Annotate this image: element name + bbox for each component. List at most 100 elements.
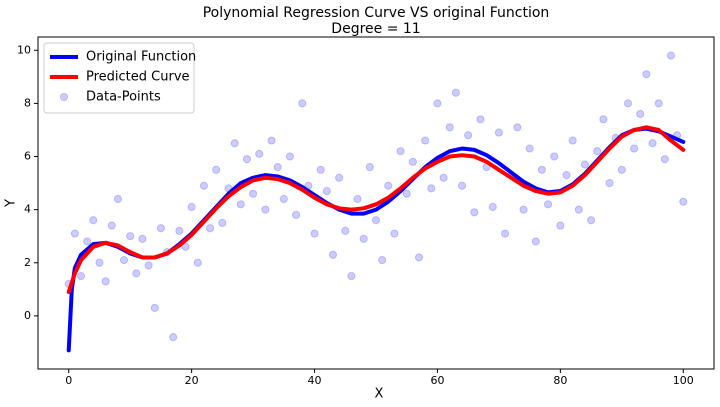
data-point	[488, 202, 497, 212]
data-point	[593, 147, 602, 156]
data-point	[513, 123, 522, 132]
data-point	[605, 178, 614, 188]
data-point	[205, 224, 215, 233]
data-point	[599, 115, 608, 124]
data-point	[648, 139, 657, 148]
data-point	[390, 229, 399, 238]
data-point	[384, 181, 393, 190]
data-point	[543, 200, 553, 209]
data-point	[76, 271, 86, 281]
data-point	[476, 115, 485, 124]
data-point	[347, 271, 356, 281]
y-tick-label: 0	[24, 309, 31, 322]
y-tick-label: 8	[24, 96, 31, 109]
data-point	[113, 194, 122, 204]
data-point	[494, 128, 504, 137]
data-point	[353, 194, 362, 204]
data-point	[642, 70, 651, 79]
data-point	[212, 165, 221, 174]
data-point	[150, 303, 159, 313]
data-point	[556, 221, 565, 230]
data-point	[568, 136, 577, 145]
data-point	[550, 152, 559, 161]
data-point	[451, 88, 460, 97]
data-point	[175, 226, 184, 235]
data-point	[181, 242, 190, 251]
legend-label: Original Function	[86, 50, 196, 65]
x-tick-label: 100	[673, 374, 694, 387]
data-point	[187, 202, 196, 212]
data-point	[89, 216, 98, 225]
data-point	[666, 51, 676, 60]
data-point	[169, 333, 178, 342]
data-point	[402, 189, 411, 198]
data-point	[531, 237, 540, 246]
data-point	[470, 208, 479, 217]
chart-title: Polynomial Regression Curve VS original …	[203, 5, 550, 21]
data-point	[537, 165, 547, 174]
data-point	[335, 173, 344, 182]
data-point	[439, 173, 448, 182]
data-point	[322, 186, 331, 196]
x-tick-label: 80	[553, 374, 567, 387]
data-point	[298, 99, 307, 108]
data-point	[95, 258, 104, 267]
data-point	[623, 99, 633, 108]
data-point	[359, 234, 368, 243]
data-point	[445, 123, 454, 132]
data-point	[218, 218, 227, 228]
x-tick-label: 60	[430, 374, 444, 387]
data-point	[636, 109, 645, 119]
data-point	[396, 147, 405, 156]
data-point	[285, 152, 295, 161]
x-tick-label: 20	[185, 374, 199, 387]
data-point	[230, 139, 239, 148]
plot-frame	[37, 36, 715, 370]
data-point	[365, 163, 374, 172]
y-tick-label: 10	[17, 43, 31, 56]
data-point	[138, 234, 147, 243]
data-point	[119, 256, 129, 265]
data-point	[279, 194, 288, 204]
data-point	[328, 250, 338, 259]
data-point	[107, 221, 116, 230]
legend-swatch	[59, 92, 69, 102]
data-point	[242, 155, 252, 164]
data-point	[654, 99, 663, 108]
legend-box	[43, 42, 195, 114]
data-point	[83, 237, 92, 246]
x-axis-label: X	[375, 387, 384, 402]
data-point	[261, 205, 270, 214]
data-point	[378, 256, 387, 265]
data-point	[660, 155, 669, 164]
data-point	[562, 171, 571, 180]
data-point	[126, 232, 135, 241]
data-point	[457, 181, 467, 190]
data-point	[267, 136, 276, 145]
data-point	[630, 144, 639, 153]
x-tick-label: 40	[308, 374, 322, 387]
data-point	[292, 210, 301, 220]
data-point	[341, 226, 350, 235]
data-point	[316, 165, 325, 174]
data-point	[427, 184, 436, 193]
data-point	[310, 229, 319, 238]
curve	[66, 125, 686, 294]
x-tick-label: 0	[65, 374, 72, 387]
data-point	[580, 160, 590, 169]
data-point	[101, 277, 110, 286]
data-point	[414, 253, 424, 262]
y-tick-label: 4	[24, 203, 31, 216]
data-point	[273, 163, 282, 172]
data-point	[70, 229, 79, 238]
data-point	[421, 136, 430, 145]
legend-label: Data-Points	[86, 90, 161, 105]
data-point	[132, 269, 141, 278]
data-point	[500, 229, 510, 238]
data-point	[617, 165, 626, 174]
data-point	[371, 216, 381, 225]
data-point	[433, 99, 442, 108]
y-tick-label: 6	[24, 150, 31, 163]
data-point	[679, 197, 688, 206]
